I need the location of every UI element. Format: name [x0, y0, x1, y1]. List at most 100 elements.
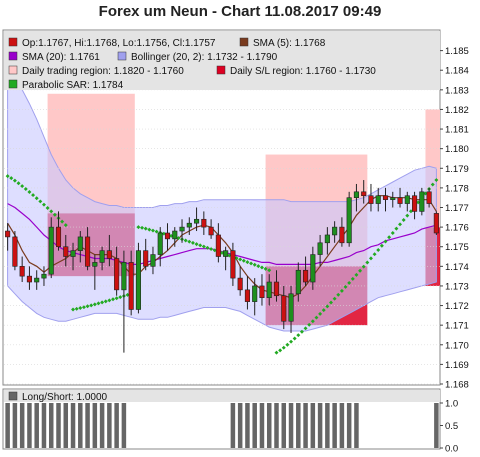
legend-swatch-bollinger — [117, 51, 127, 61]
longshort-bar — [259, 403, 265, 448]
sar-dot — [387, 235, 392, 240]
candle-body — [419, 191, 425, 212]
longshort-bar — [346, 403, 352, 448]
price-tick-label: 1.175 — [445, 242, 469, 253]
sar-dot — [209, 247, 214, 252]
candle-body — [121, 262, 127, 291]
legend-swatch-sma5 — [239, 37, 249, 47]
longshort-bar — [303, 403, 308, 448]
candle-body — [215, 234, 221, 257]
candle-body — [70, 250, 76, 257]
longshort-bar — [296, 403, 301, 448]
candle-body — [273, 281, 280, 297]
candle-body — [172, 230, 178, 240]
longshort-plot — [5, 403, 439, 448]
candle-body — [92, 262, 98, 267]
legend-swatch-ohlc — [8, 37, 18, 47]
candle-body — [128, 262, 134, 310]
legend-swatch-daily-sl — [216, 65, 226, 75]
candle-body — [186, 222, 192, 228]
price-tick-label: 1.178 — [445, 183, 469, 194]
sar-dot — [245, 260, 250, 265]
candle-body — [390, 197, 396, 200]
candle-body — [295, 269, 301, 295]
price-tick-label: 1.184 — [445, 66, 469, 77]
longshort-bar — [266, 403, 272, 448]
candle-body — [266, 281, 272, 299]
price-tick-label: 1.173 — [445, 281, 469, 292]
sar-dot — [194, 242, 199, 247]
sar-dot — [183, 238, 188, 243]
sar-dot — [303, 326, 308, 331]
longshort-bar — [230, 403, 236, 448]
sar-dot — [176, 236, 181, 241]
candle-body — [317, 242, 323, 255]
sar-dot — [398, 222, 403, 227]
longshort-bar — [19, 403, 25, 448]
longshort-bar — [317, 403, 323, 448]
candle-body — [339, 226, 345, 244]
sar-dot — [78, 306, 83, 311]
sar-dot — [63, 223, 68, 228]
candle-body — [324, 234, 330, 244]
candle-body — [99, 250, 105, 263]
sar-dot — [336, 292, 341, 297]
longshort-legend-background — [4, 390, 440, 402]
price-tick-label: 1.181 — [445, 125, 469, 136]
sar-dot — [329, 300, 333, 305]
longshort-bar — [121, 403, 127, 448]
legend-ohlc: Op:1.1767, Hi:1.1768, Lo:1.1756, Cl:1.17… — [22, 38, 216, 49]
legend-sma5: SMA (5): 1.1768 — [253, 38, 326, 49]
longshort-tick-label: 0.0 — [445, 444, 458, 455]
candle-body — [252, 285, 258, 302]
price-tick-label: 1.176 — [445, 223, 469, 234]
sar-dot — [285, 342, 290, 347]
candle-body — [382, 195, 389, 200]
longshort-bar — [245, 403, 250, 448]
longshort-bar — [354, 403, 359, 448]
legend-bollinger: Bollinger (20, 2): 1.1732 - 1.1790 — [131, 52, 278, 63]
candle-body — [5, 230, 11, 238]
sar-dot — [332, 296, 337, 301]
main-plot — [4, 50, 440, 385]
candle-body — [259, 285, 265, 299]
chart-title: Forex um Neun - Chart 11.08.2017 09:49 — [98, 3, 382, 20]
price-tick-label: 1.174 — [445, 262, 469, 273]
candle-body — [397, 197, 403, 204]
sar-dot — [361, 264, 366, 269]
sar-dot — [103, 299, 108, 304]
sar-dot — [434, 178, 439, 183]
longshort-bar — [41, 403, 47, 448]
candle-body — [194, 218, 200, 224]
longshort-bar — [107, 403, 112, 448]
longshort-bar — [12, 403, 18, 448]
longshort-bar — [310, 403, 316, 448]
sar-dot — [161, 231, 166, 236]
sar-dot — [318, 311, 323, 316]
longshort-axis: 0.0 0.5 1.0 — [440, 399, 458, 455]
longshort-bar — [252, 403, 257, 448]
sar-dot — [154, 229, 159, 234]
sar-dot — [249, 261, 254, 266]
legend-swatch-sma20 — [8, 51, 18, 61]
candle-body — [404, 195, 410, 204]
candle-body — [179, 226, 185, 232]
sar-dot — [358, 268, 363, 273]
longshort-bar — [63, 403, 69, 448]
longshort-bar — [281, 403, 287, 448]
candle-body — [368, 195, 374, 204]
candle-body — [114, 258, 120, 291]
candle-body — [19, 266, 25, 277]
sar-dot — [81, 305, 86, 310]
candle-body — [208, 226, 214, 236]
candle-body — [55, 226, 62, 248]
candle-body — [230, 250, 236, 279]
longshort-bar — [288, 403, 294, 448]
longshort-legend: Long/Short: 1.0000 — [4, 390, 440, 403]
price-tick-label: 1.180 — [445, 144, 469, 155]
price-tick-label: 1.177 — [445, 203, 469, 214]
candle-body — [201, 218, 207, 228]
longshort-bar — [48, 403, 54, 448]
longshort-bar — [27, 403, 32, 448]
candle-body — [353, 191, 359, 198]
